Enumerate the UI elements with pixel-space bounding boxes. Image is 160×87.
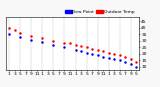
Legend: Dew Point, Outdoor Temp: Dew Point, Outdoor Temp (65, 10, 134, 14)
